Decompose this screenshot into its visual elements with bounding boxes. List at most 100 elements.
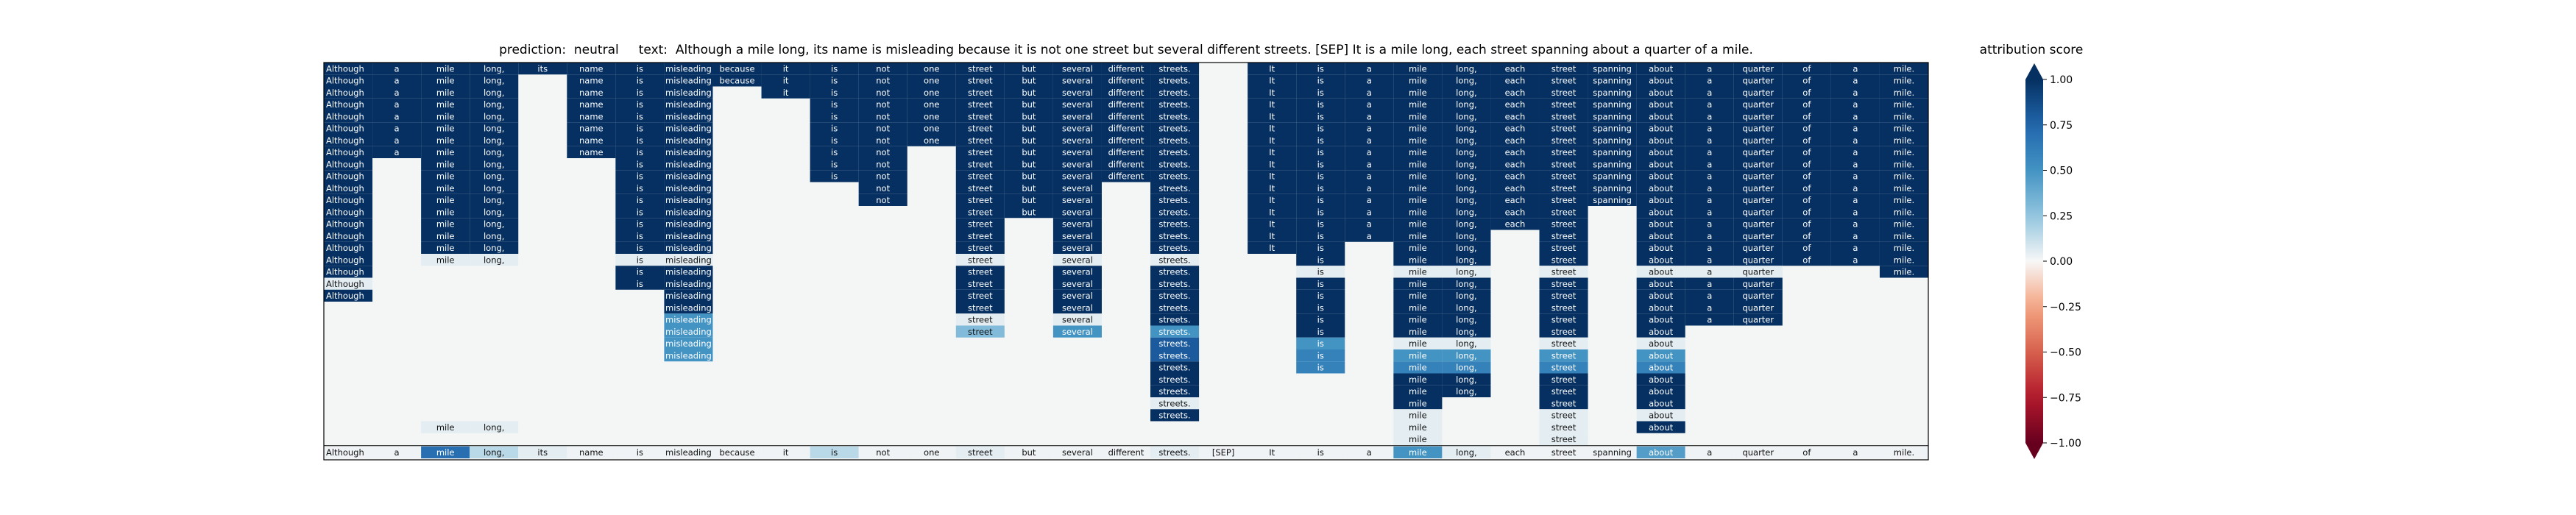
heatmap-cell [470, 146, 519, 158]
heatmap-cell [1636, 421, 1685, 433]
heatmap-cell [615, 98, 665, 110]
cell-token-label: different [1108, 159, 1144, 169]
heatmap-cell [324, 266, 373, 278]
cell-token-label: is [1317, 171, 1324, 182]
heatmap-cell [1345, 98, 1394, 110]
cell-token-label: is [831, 124, 838, 134]
heatmap-cell [1052, 74, 1102, 87]
heatmap-cell [664, 63, 713, 75]
cell-token-label: long, [1456, 279, 1476, 289]
cell-token-label: name [579, 63, 604, 74]
cell-token-label: streets. [1158, 243, 1190, 253]
cell-token-label: but [1022, 76, 1036, 86]
heatmap-cell [1296, 110, 1345, 123]
heatmap-cell [1830, 98, 1880, 110]
cell-token-label: is [831, 76, 838, 86]
cell-token-label: long, [1456, 124, 1476, 134]
cell-token-label: is [637, 267, 643, 277]
cell-token-label: about [1649, 350, 1674, 360]
cell-token-label: misleading [665, 195, 712, 205]
cell-token-label: misleading [665, 255, 712, 265]
heatmap-cell [955, 182, 1005, 194]
heatmap-cell [1248, 98, 1297, 110]
heatmap-cell [421, 182, 470, 194]
cell-token-label: streets. [1158, 111, 1190, 121]
heatmap-cell [324, 98, 373, 110]
cell-token-label: long, [484, 111, 504, 121]
cell-token-label: different [1108, 88, 1144, 98]
heatmap-cell [1636, 373, 1685, 386]
cell-token-label: a [394, 99, 400, 110]
heatmap-cell [1150, 254, 1200, 266]
cell-token-label: name [579, 124, 604, 134]
cell-token-label: is [831, 111, 838, 121]
cell-token-label: mile. [1894, 99, 1914, 110]
heatmap-cell [1248, 110, 1297, 123]
heatmap-cell [1345, 218, 1394, 230]
cell-token-label: not [876, 183, 890, 193]
cell-token-label: is [1317, 99, 1324, 110]
heatmap-cell [1636, 266, 1685, 278]
cell-token-label: mile [436, 63, 455, 74]
heatmap-cell [1782, 193, 1831, 206]
heatmap-cell [1830, 134, 1880, 146]
cell-token-label: not [876, 135, 890, 146]
heatmap-cell [1685, 302, 1734, 314]
cell-token-label: street [968, 255, 993, 265]
heatmap-cell [1830, 86, 1880, 99]
cell-token-label: is [831, 159, 838, 169]
cell-token-label: long, [1456, 135, 1476, 146]
cell-token-label: about [1649, 327, 1674, 337]
heatmap-cell [907, 74, 956, 87]
cell-token-label: It [1269, 63, 1275, 74]
heatmap-cell [712, 63, 762, 75]
cell-token-label: one [924, 99, 939, 110]
cell-token-label: quarter [1742, 88, 1774, 98]
cell-token-label: long, [1456, 231, 1476, 241]
heatmap-cell [1733, 313, 1783, 326]
heatmap-cell [615, 74, 665, 87]
cell-token-label: not [876, 111, 890, 121]
cell-token-label: of [1802, 171, 1811, 182]
summary-cell [1830, 446, 1880, 458]
heatmap-cell [664, 182, 713, 194]
heatmap-cell [1442, 98, 1491, 110]
cell-token-label: about [1649, 374, 1674, 385]
heatmap-cell [1393, 254, 1443, 266]
cell-token-label: street [1551, 111, 1577, 121]
summary-cell [955, 446, 1005, 458]
cell-token-label: a [394, 63, 400, 74]
summary-token-label: quarter [1742, 447, 1774, 458]
heatmap-cell [1052, 182, 1102, 194]
heatmap-cell [1101, 74, 1151, 87]
cell-token-label: long, [1456, 243, 1476, 253]
cell-token-label: is [637, 279, 643, 289]
heatmap-cell [1636, 313, 1685, 326]
heatmap-cell [1393, 170, 1443, 182]
heatmap-cell [1052, 170, 1102, 182]
heatmap-cell [1879, 182, 1928, 194]
cell-token-label: mile [436, 124, 455, 134]
summary-cell [810, 446, 859, 458]
heatmap-cell [1150, 385, 1200, 397]
cell-token-label: each [1505, 135, 1526, 146]
heatmap-cell [1442, 325, 1491, 338]
heatmap-cell [907, 63, 956, 75]
summary-cell [1052, 446, 1102, 458]
heatmap-cell [1588, 158, 1637, 171]
cell-token-label: is [1317, 338, 1324, 349]
cell-token-label: not [876, 63, 890, 74]
cell-token-label: spanning [1593, 159, 1632, 169]
summary-token-label: a [1853, 447, 1858, 458]
heatmap-cell [858, 63, 907, 75]
cell-token-label: a [1707, 231, 1712, 241]
heatmap-cell [615, 170, 665, 182]
heatmap-cell [1782, 182, 1831, 194]
cell-token-label: is [1317, 124, 1324, 134]
heatmap-cell [470, 230, 519, 242]
heatmap-cell [1830, 218, 1880, 230]
cell-token-label: is [1317, 111, 1324, 121]
heatmap-cell [1345, 146, 1394, 158]
cell-token-label: street [968, 195, 993, 205]
cell-token-label: mile [1409, 327, 1427, 337]
